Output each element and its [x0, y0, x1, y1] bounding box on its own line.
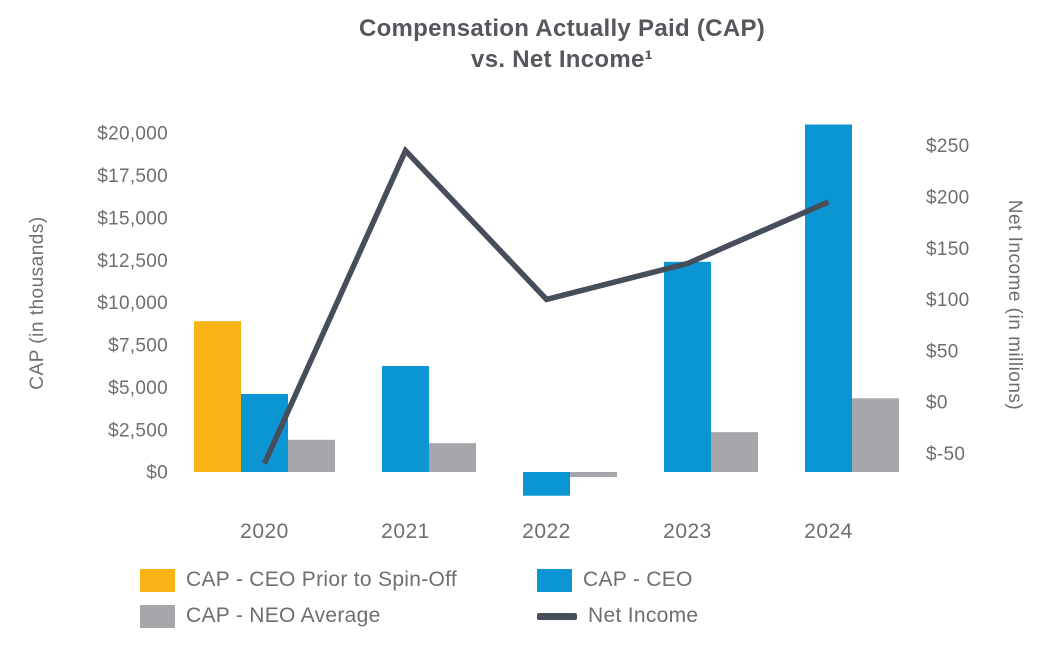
- left-axis-tick: $0: [146, 463, 168, 484]
- right-axis-tick: $0: [926, 393, 948, 414]
- bar: [805, 124, 852, 473]
- chart-title: Compensation Actually Paid (CAP) vs. Net…: [0, 13, 1056, 75]
- legend: CAP - CEO Prior to Spin-Off CAP - CEO CA…: [140, 566, 698, 630]
- bar: [382, 366, 429, 472]
- legend-label: Net Income: [588, 604, 699, 627]
- left-axis-tick: $2,500: [108, 420, 168, 441]
- right-axis-tick: $50: [926, 341, 959, 362]
- bar: [711, 432, 758, 472]
- right-axis-tick: $150: [926, 239, 969, 260]
- bar: [664, 261, 711, 472]
- yellow-bar-swatch-icon: [140, 568, 175, 592]
- gray-bar-swatch-icon: [140, 604, 175, 628]
- left-axis-tick: $20,000: [97, 124, 168, 145]
- right-axis-title: Net Income (in millions): [1004, 199, 1025, 411]
- legend-item-cap-ceo: CAP - CEO: [537, 566, 698, 594]
- legend-label: CAP - CEO: [583, 568, 693, 591]
- blue-bar-swatch-icon: [537, 568, 572, 592]
- bar: [288, 439, 335, 472]
- bar: [523, 472, 570, 496]
- legend-item-cap-neo-average: CAP - NEO Average: [140, 602, 537, 630]
- left-axis-tick: $15,000: [97, 208, 168, 229]
- x-axis-year-label: 2023: [663, 520, 712, 543]
- left-axis-tick: $7,500: [108, 336, 168, 357]
- legend-label: CAP - CEO Prior to Spin-Off: [186, 568, 458, 591]
- left-axis-tick: $17,500: [97, 166, 168, 187]
- right-axis-tick: $100: [926, 290, 969, 311]
- left-axis-tick: $10,000: [97, 293, 168, 314]
- chart-title-line1: Compensation Actually Paid (CAP): [358, 15, 766, 42]
- left-axis-tick: $5,000: [108, 378, 168, 399]
- bar: [570, 472, 617, 478]
- chart-title-line2: vs. Net Income¹: [471, 46, 653, 73]
- left-axis-tick: $12,500: [97, 251, 168, 272]
- legend-item-cap-ceo-prior: CAP - CEO Prior to Spin-Off: [140, 566, 537, 594]
- legend-item-net-income: Net Income: [537, 602, 698, 630]
- bar: [852, 398, 899, 472]
- bar: [429, 443, 476, 472]
- right-axis-tick: $-50: [926, 444, 965, 465]
- net-income-line: [261, 145, 830, 465]
- right-axis-tick: $200: [926, 187, 969, 208]
- x-axis-year-label: 2024: [804, 520, 853, 543]
- x-axis-year-label: 2022: [522, 520, 571, 543]
- net-income-line-swatch-icon: [537, 612, 577, 620]
- bar: [194, 321, 241, 472]
- right-axis-tick: $250: [926, 136, 969, 157]
- x-axis-year-label: 2021: [381, 520, 430, 543]
- legend-label: CAP - NEO Average: [186, 604, 381, 627]
- x-axis-year-label: 2020: [240, 520, 289, 543]
